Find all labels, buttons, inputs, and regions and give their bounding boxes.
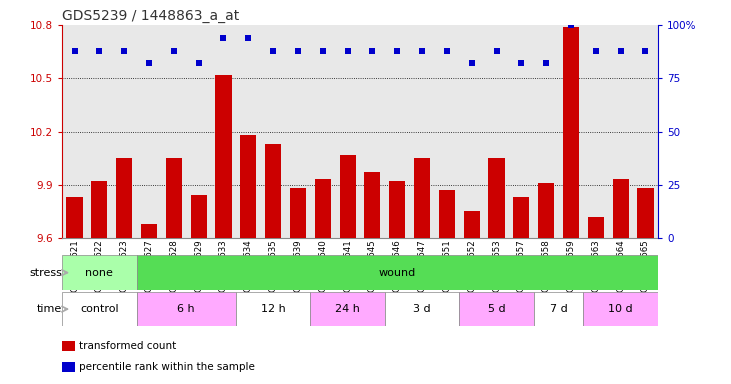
Bar (339, 155, 356, 238)
Bar (588, 217, 604, 238)
Text: transformed count: transformed count (79, 341, 176, 351)
Bar (311, 292, 385, 326)
Bar (534, 292, 583, 326)
Bar (439, 190, 455, 238)
Bar (637, 188, 654, 238)
Bar (389, 181, 405, 238)
Bar (166, 158, 182, 238)
Bar (463, 212, 480, 238)
Bar (563, 27, 579, 238)
Bar (116, 158, 132, 238)
Bar (459, 292, 534, 326)
Bar (191, 195, 207, 238)
Bar (364, 172, 381, 238)
Text: 5 d: 5 d (488, 304, 505, 314)
Bar (137, 255, 658, 290)
Text: 10 d: 10 d (608, 304, 633, 314)
Text: percentile rank within the sample: percentile rank within the sample (79, 362, 255, 372)
Bar (67, 197, 83, 238)
Text: 24 h: 24 h (336, 304, 360, 314)
Text: wound: wound (379, 268, 416, 278)
Bar (538, 183, 554, 238)
Text: 7 d: 7 d (550, 304, 567, 314)
Bar (216, 75, 232, 238)
Bar (583, 292, 658, 326)
Bar (236, 292, 311, 326)
Bar (62, 255, 137, 290)
Text: 12 h: 12 h (261, 304, 286, 314)
Bar (141, 224, 157, 238)
Text: time: time (37, 304, 62, 314)
Bar (137, 292, 236, 326)
Bar (513, 197, 529, 238)
Text: 3 d: 3 d (413, 304, 431, 314)
Bar (290, 188, 306, 238)
Text: stress: stress (29, 268, 62, 278)
Bar (385, 292, 459, 326)
Bar (613, 179, 629, 238)
Bar (488, 158, 504, 238)
Text: 6 h: 6 h (178, 304, 195, 314)
Bar (414, 158, 430, 238)
Text: GDS5239 / 1448863_a_at: GDS5239 / 1448863_a_at (62, 8, 239, 23)
Text: control: control (80, 304, 118, 314)
Bar (62, 292, 137, 326)
Bar (265, 144, 281, 238)
Bar (315, 179, 331, 238)
Bar (91, 181, 107, 238)
Text: none: none (86, 268, 113, 278)
Bar (240, 135, 257, 238)
